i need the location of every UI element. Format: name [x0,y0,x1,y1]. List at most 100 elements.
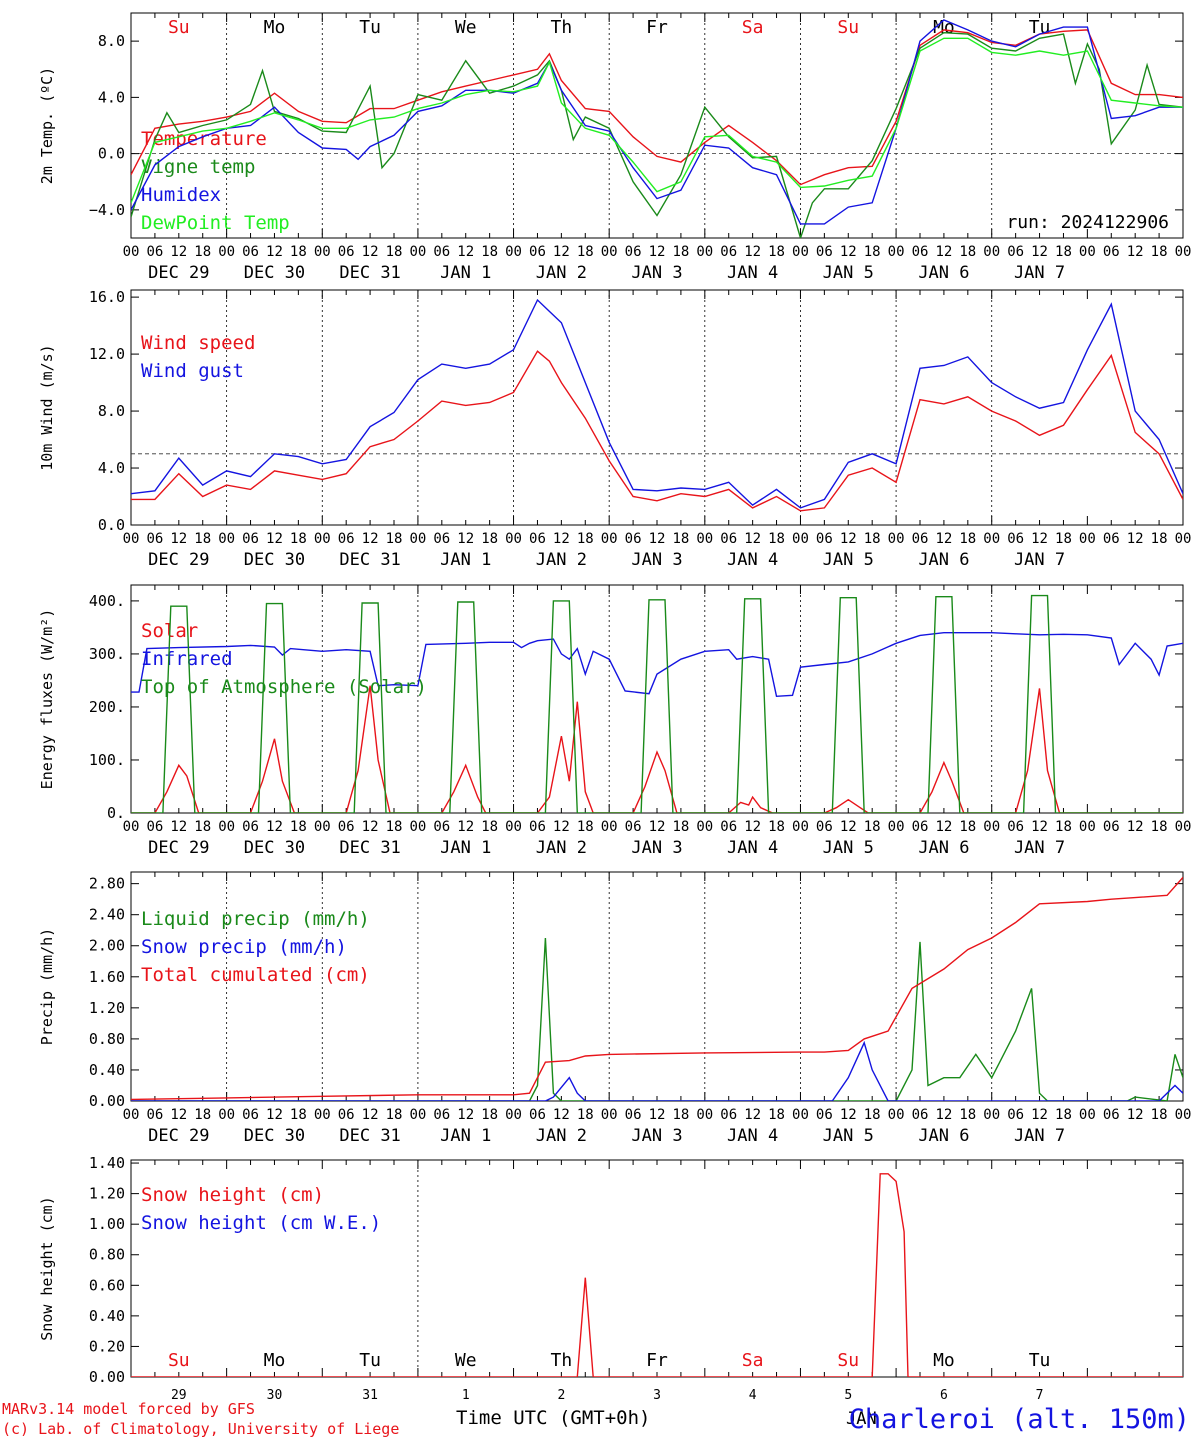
day-name-label: Th [551,1350,573,1371]
bottom-day-number: 7 [1036,1388,1044,1403]
hour-tick-label: 00 [123,1107,140,1123]
series-line-wind-speed [131,350,1183,512]
hour-tick-label: 12 [935,1107,952,1123]
hour-tick-label: 12 [649,819,666,835]
hour-tick-label: 18 [194,244,211,260]
y-tick-label: 16.0 [89,288,125,306]
y-tick-label: 0. [107,804,125,822]
run-annotation: run: 2024122906 [1006,212,1169,233]
hour-tick-label: 18 [290,244,307,260]
date-label: JAN 4 [727,838,778,858]
hour-tick-label: 06 [146,819,163,835]
legend-entry: DewPoint Temp [141,212,290,234]
lab-credit: (c) Lab. of Climatology, University of L… [2,1420,399,1438]
y-tick-label: 0.00 [89,1368,125,1386]
date-label: JAN 5 [823,838,874,858]
panel-1: −4.0 0.0 4.0 8.0 2m Temp. (ºC) 00 06 12 18 00 06 12… [38,12,1192,283]
hour-tick-label: 12 [935,819,952,835]
hour-tick-label: 06 [625,1107,642,1123]
y-tick-label: 300. [89,645,125,663]
hour-tick-label: 12 [840,244,857,260]
hour-tick-label: 18 [1055,244,1072,260]
hour-tick-label: 06 [720,819,737,835]
date-label: JAN 1 [440,263,491,283]
hour-tick-label: 00 [123,531,140,547]
date-label: JAN 1 [440,838,491,858]
hour-tick-label: 06 [433,531,450,547]
date-label: JAN 6 [918,1126,969,1146]
series-line-liquid-precip-mm-h- [131,937,1183,1101]
hour-tick-label: 00 [505,244,522,260]
day-name-label: Mo [264,1350,286,1371]
day-name-label: Su [837,1350,859,1371]
date-label: DEC 30 [244,1126,305,1146]
hour-tick-label: 12 [170,244,187,260]
y-tick-label: 0.00 [89,1092,125,1110]
hour-tick-label: 06 [912,531,929,547]
date-label: DEC 30 [244,263,305,283]
hour-tick-label: 12 [1127,531,1144,547]
hour-tick-label: 06 [338,1107,355,1123]
bottom-day-number: 4 [749,1388,757,1403]
hour-tick-label: 00 [792,819,809,835]
y-axis-label: 2m Temp. (ºC) [38,67,56,184]
series-line-snow-height-cm- [131,1173,1183,1377]
hour-tick-label: 00 [123,819,140,835]
panel-2: 0.0 4.0 8.0 12.0 16.0 10m Wind (m/s) 00 06 12 18 0… [38,288,1191,570]
hour-tick-label: 00 [888,531,905,547]
hour-tick-label: 06 [1103,1107,1120,1123]
series-line-wind-gust [131,298,1183,509]
bottom-day-number: 2 [557,1388,565,1403]
hour-tick-label: 06 [1103,244,1120,260]
legend-entry: Liquid precip (mm/h) [141,908,370,930]
hour-tick-label: 00 [123,244,140,260]
day-name-label: Fr [646,1350,668,1371]
date-label: JAN 6 [918,550,969,570]
hour-tick-label: 12 [744,244,761,260]
hour-tick-label: 00 [218,819,235,835]
date-label: JAN 3 [631,550,682,570]
hour-tick-label: 12 [744,531,761,547]
hour-tick-label: 06 [816,1107,833,1123]
hour-tick-label: 18 [959,1107,976,1123]
date-label: JAN 2 [536,838,587,858]
bottom-day-number: 31 [362,1388,378,1403]
hour-tick-label: 12 [649,531,666,547]
hour-tick-label: 18 [672,819,689,835]
hour-tick-label: 00 [888,819,905,835]
hour-tick-label: 18 [194,1107,211,1123]
hour-tick-label: 00 [314,244,331,260]
y-tick-label: 0.20 [89,1337,125,1355]
hour-tick-label: 12 [457,819,474,835]
bottom-month-label: JAN [846,1409,877,1429]
hour-tick-label: 00 [792,244,809,260]
hour-tick-label: 06 [1007,1107,1024,1123]
hour-tick-label: 12 [840,531,857,547]
hour-tick-label: 12 [170,819,187,835]
y-tick-label: 0.40 [89,1061,125,1079]
hour-tick-label: 18 [577,244,594,260]
hour-tick-label: 06 [625,244,642,260]
hour-tick-label: 12 [1127,1107,1144,1123]
y-tick-label: 400. [89,592,125,610]
bottom-day-number: 30 [267,1388,283,1403]
date-label: JAN 3 [631,1126,682,1146]
hour-tick-label: 12 [553,244,570,260]
y-tick-label: 8.0 [98,32,125,50]
hour-tick-label: 18 [768,819,785,835]
day-name-label: Tu [359,17,381,38]
hour-tick-label: 18 [959,819,976,835]
hour-tick-label: 00 [1175,244,1192,260]
hour-tick-label: 06 [720,1107,737,1123]
hour-tick-label: 18 [1055,1107,1072,1123]
hour-tick-label: 12 [1031,1107,1048,1123]
hour-tick-label: 12 [266,1107,283,1123]
hour-tick-label: 12 [457,531,474,547]
hour-tick-label: 00 [1079,244,1096,260]
hour-tick-label: 18 [672,244,689,260]
station-label: Charleroi (alt. 150m) [849,1404,1190,1435]
y-axis-label: Precip (mm/h) [38,928,56,1045]
hour-tick-label: 00 [409,244,426,260]
hour-tick-label: 18 [386,531,403,547]
